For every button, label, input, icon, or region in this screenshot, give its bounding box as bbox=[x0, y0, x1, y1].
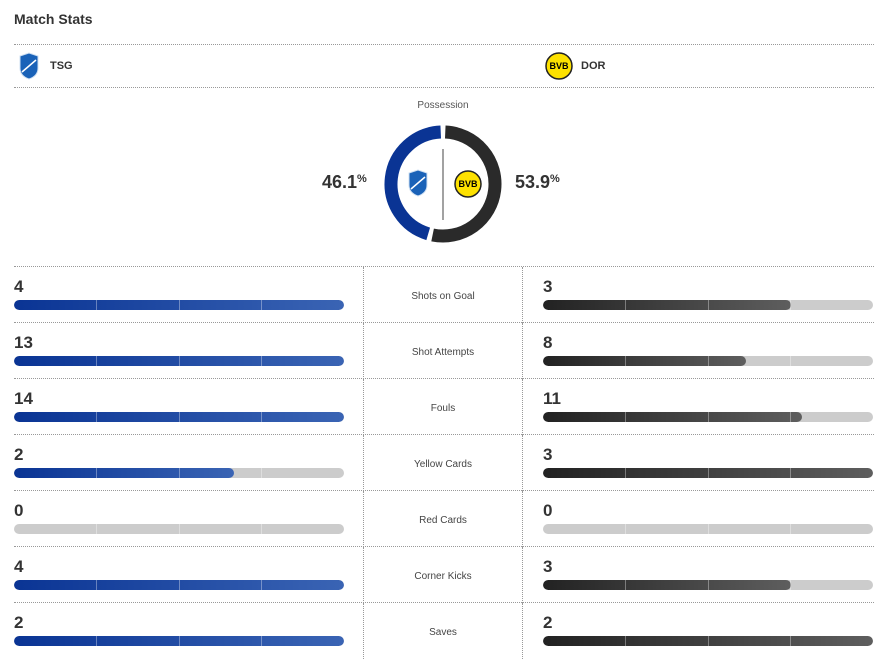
stat-label: Red Cards bbox=[363, 491, 523, 547]
away-stat-bar bbox=[543, 300, 873, 310]
away-team[interactable]: BVB DOR bbox=[545, 52, 605, 80]
stat-row: 4 Corner Kicks 3 bbox=[14, 546, 874, 603]
possession-label: Possession bbox=[417, 100, 469, 111]
home-stat-bar bbox=[14, 300, 344, 310]
away-stat-bar bbox=[543, 580, 873, 590]
away-stat-fill bbox=[543, 580, 791, 590]
stat-label: Yellow Cards bbox=[363, 435, 523, 491]
home-team-name: TSG bbox=[50, 60, 73, 72]
bvb-logo-icon: BVB bbox=[454, 170, 482, 198]
home-stat-value: 0 bbox=[14, 501, 24, 520]
away-stat-value: 3 bbox=[543, 277, 553, 296]
home-stat-bar bbox=[14, 468, 344, 478]
section-title: Match Stats bbox=[14, 11, 93, 27]
stat-label: Fouls bbox=[363, 379, 523, 435]
home-stat-value: 4 bbox=[14, 557, 24, 576]
possession-donut: BVB bbox=[384, 125, 502, 243]
home-stat-value: 4 bbox=[14, 277, 24, 296]
away-stat-bar bbox=[543, 524, 873, 534]
away-team-name: DOR bbox=[581, 60, 606, 72]
stat-label: Shot Attempts bbox=[363, 323, 523, 379]
percent-sign: % bbox=[357, 173, 367, 185]
home-stat-bar bbox=[14, 412, 344, 422]
stat-row: 14 Fouls 11 bbox=[14, 378, 874, 435]
away-stat-bar bbox=[543, 412, 873, 422]
tsg-logo-icon bbox=[408, 169, 428, 197]
stat-row: 4 Shots on Goal 3 bbox=[14, 266, 874, 323]
home-stat-fill bbox=[14, 468, 235, 478]
away-stat-bar bbox=[543, 356, 873, 366]
away-possession-arc bbox=[431, 125, 502, 243]
away-stat-value: 3 bbox=[543, 557, 553, 576]
stat-row: 2 Yellow Cards 3 bbox=[14, 434, 874, 491]
home-stat-bar bbox=[14, 580, 344, 590]
home-possession-arc bbox=[384, 125, 442, 241]
home-stat-value: 14 bbox=[14, 389, 33, 408]
away-stat-value: 2 bbox=[543, 613, 553, 632]
home-stat-value: 2 bbox=[14, 445, 24, 464]
away-stat-value: 8 bbox=[543, 333, 553, 352]
home-possession: 46.1% bbox=[322, 172, 367, 193]
away-stat-fill bbox=[543, 356, 746, 366]
home-team[interactable]: TSG bbox=[16, 52, 73, 80]
stat-row: 13 Shot Attempts 8 bbox=[14, 322, 874, 379]
home-possession-value: 46.1 bbox=[322, 172, 358, 192]
home-stat-bar bbox=[14, 636, 344, 646]
stat-label: Shots on Goal bbox=[363, 267, 523, 323]
tsg-logo-icon bbox=[19, 52, 39, 80]
divider bbox=[14, 87, 874, 88]
away-stat-value: 11 bbox=[543, 389, 561, 408]
bvb-logo-icon: BVB bbox=[545, 52, 573, 80]
svg-text:BVB: BVB bbox=[549, 61, 569, 71]
home-stat-fill bbox=[14, 300, 344, 310]
home-stat-bar bbox=[14, 524, 344, 534]
away-stat-bar bbox=[543, 636, 873, 646]
home-stat-fill bbox=[14, 636, 344, 646]
away-stat-fill bbox=[543, 468, 873, 478]
away-stat-fill bbox=[543, 636, 873, 646]
home-stat-value: 2 bbox=[14, 613, 24, 632]
away-stat-value: 0 bbox=[543, 501, 553, 520]
away-possession-value: 53.9 bbox=[515, 172, 551, 192]
percent-sign: % bbox=[550, 173, 560, 185]
away-stat-bar bbox=[543, 468, 873, 478]
stat-row: 2 Saves 2 bbox=[14, 602, 874, 659]
home-stat-fill bbox=[14, 580, 344, 590]
away-possession: 53.9% bbox=[515, 172, 560, 193]
home-stat-fill bbox=[14, 356, 344, 366]
stat-label: Corner Kicks bbox=[363, 547, 523, 603]
stat-row: 0 Red Cards 0 bbox=[14, 490, 874, 547]
home-stat-bar bbox=[14, 356, 344, 366]
home-stat-fill bbox=[14, 412, 344, 422]
away-stat-fill bbox=[543, 412, 803, 422]
away-stat-value: 3 bbox=[543, 445, 553, 464]
divider bbox=[14, 44, 874, 45]
home-stat-value: 13 bbox=[14, 333, 33, 352]
stat-label: Saves bbox=[363, 603, 523, 659]
away-stat-fill bbox=[543, 300, 791, 310]
svg-text:BVB: BVB bbox=[458, 179, 478, 189]
